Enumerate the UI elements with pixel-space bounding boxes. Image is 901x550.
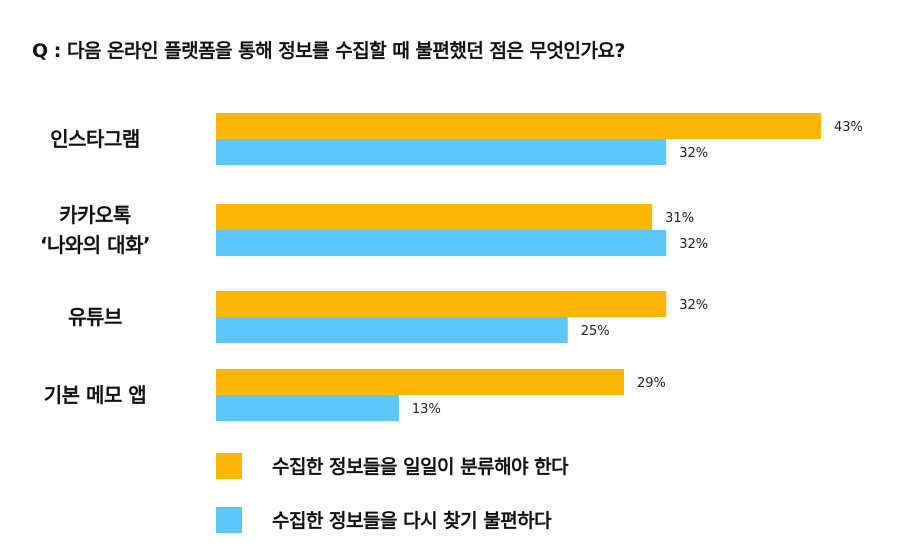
data-label: 32% bbox=[679, 146, 708, 161]
chart-question-title: Q : 다음 온라인 플랫폼을 통해 정보를 수집할 때 불편했던 점은 무엇인… bbox=[32, 40, 625, 62]
data-label: 32% bbox=[679, 237, 708, 252]
category-label: 인스타그램 bbox=[50, 127, 140, 151]
data-label: 43% bbox=[834, 120, 863, 135]
bar-series-2 bbox=[216, 139, 667, 165]
data-label: 31% bbox=[665, 211, 694, 226]
bar-series-1 bbox=[216, 113, 821, 139]
category-label: 유튜브 bbox=[68, 305, 122, 329]
bar-series-2 bbox=[216, 395, 399, 421]
data-label: 25% bbox=[581, 324, 610, 339]
legend-swatch-series-1 bbox=[216, 452, 242, 479]
data-label: 13% bbox=[412, 402, 441, 417]
legend-label-series-1: 수집한 정보들을 일일이 분류해야 한다 bbox=[272, 456, 569, 478]
category-label: 기본 메모 앱 bbox=[44, 383, 146, 407]
legend-item-series-2: 수집한 정보들을 다시 찾기 불편하다 bbox=[216, 506, 552, 533]
bar-series-1 bbox=[216, 291, 667, 317]
data-label: 32% bbox=[679, 298, 708, 313]
bar-series-1 bbox=[216, 204, 653, 230]
legend-item-series-1: 수집한 정보들을 일일이 분류해야 한다 bbox=[216, 452, 569, 479]
bar-series-1 bbox=[216, 369, 625, 395]
data-label: 29% bbox=[637, 376, 666, 391]
bar-chart: 인스타그램 43% 32% 카카오톡 ‘나와의 대화’ 31% 32% 유튜브 32% 25% 기본… bbox=[40, 113, 863, 421]
category-label: 카카오톡 bbox=[59, 203, 131, 227]
legend-swatch-series-2 bbox=[216, 506, 242, 533]
bar-series-2 bbox=[216, 230, 667, 256]
category-label: ‘나와의 대화’ bbox=[40, 233, 150, 257]
legend-label-series-2: 수집한 정보들을 다시 찾기 불편하다 bbox=[272, 510, 552, 532]
bar-series-2 bbox=[216, 317, 568, 343]
